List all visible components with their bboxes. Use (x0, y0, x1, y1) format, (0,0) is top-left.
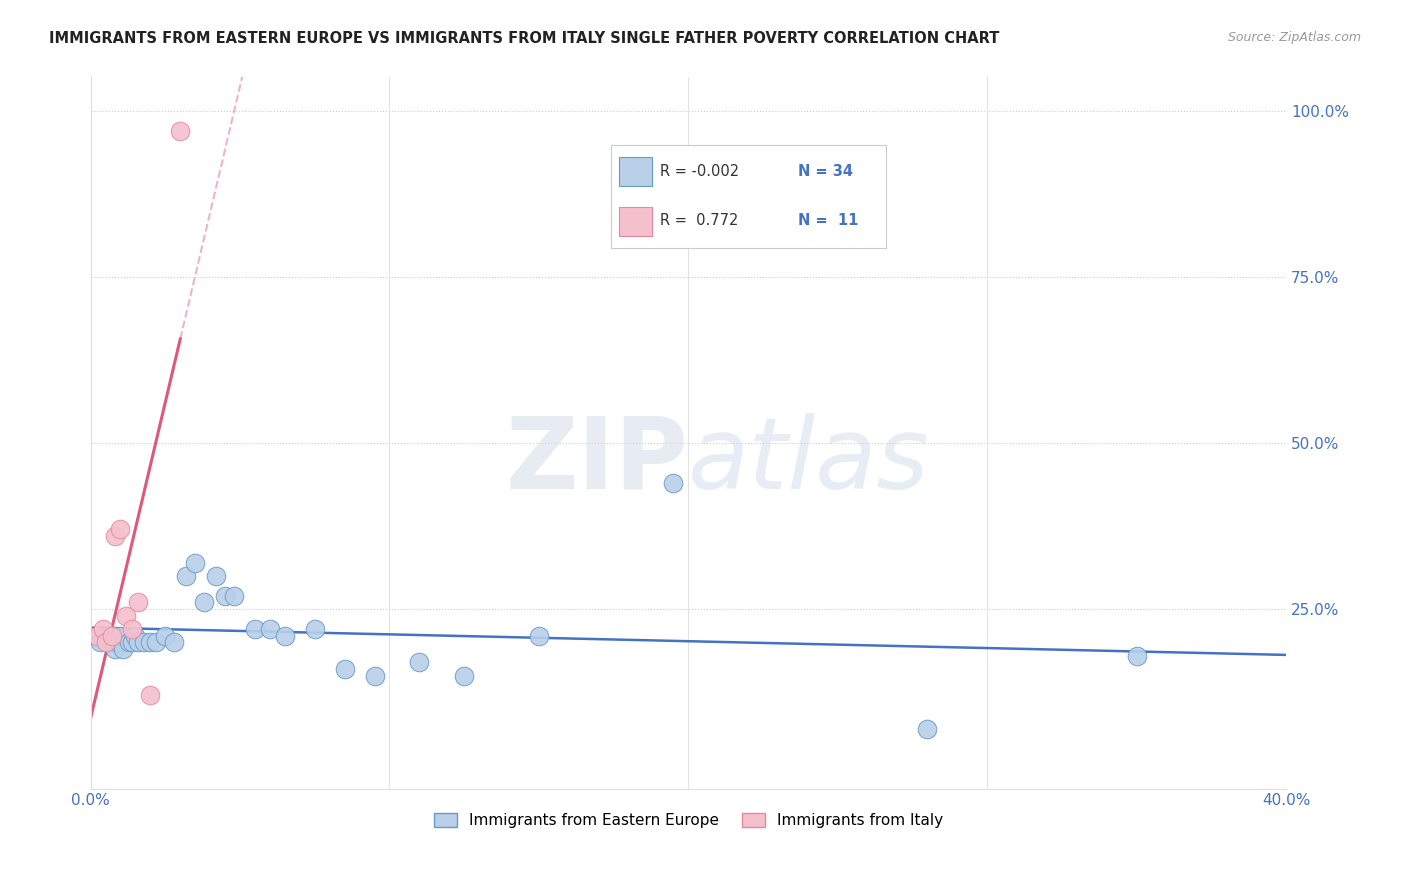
Legend: Immigrants from Eastern Europe, Immigrants from Italy: Immigrants from Eastern Europe, Immigran… (427, 806, 949, 834)
Point (408, 655, 430, 669)
Point (193, 595, 215, 609)
Point (121, 622, 143, 636)
Point (662, 475, 685, 490)
Point (145, 635, 167, 649)
Point (103, 529, 125, 543)
Point (124, 629, 146, 643)
Point (127, 635, 149, 649)
Point (222, 589, 245, 603)
Point (169, 123, 191, 137)
Point (103, 642, 125, 657)
Point (91, 622, 114, 636)
Point (174, 569, 197, 583)
Point (243, 622, 266, 636)
Point (94, 629, 117, 643)
Point (100, 635, 122, 649)
Point (86, 629, 108, 643)
Point (304, 622, 326, 636)
Point (363, 668, 385, 682)
Point (94, 635, 117, 649)
Point (139, 689, 162, 703)
Text: IMMIGRANTS FROM EASTERN EUROPE VS IMMIGRANTS FROM ITALY SINGLE FATHER POVERTY CO: IMMIGRANTS FROM EASTERN EUROPE VS IMMIGR… (49, 31, 1000, 46)
Point (110, 522, 132, 536)
Point (89, 635, 111, 649)
Point (134, 635, 156, 649)
Point (205, 569, 228, 583)
Point (184, 556, 207, 570)
Point (527, 629, 550, 643)
Point (100, 629, 122, 643)
Point (139, 635, 162, 649)
Point (453, 668, 475, 682)
Point (1125, 648, 1147, 663)
Point (118, 635, 141, 649)
Text: Source: ZipAtlas.com: Source: ZipAtlas.com (1227, 31, 1361, 45)
Point (115, 608, 138, 623)
Point (333, 662, 356, 676)
Text: ZIP: ZIP (505, 413, 689, 510)
Point (112, 642, 135, 657)
Point (274, 629, 297, 643)
Point (917, 722, 939, 736)
Point (107, 635, 129, 649)
Point (163, 635, 186, 649)
Point (259, 622, 281, 636)
Text: atlas: atlas (689, 413, 929, 510)
Point (127, 595, 149, 609)
Point (155, 629, 177, 643)
Point (110, 629, 132, 643)
Point (214, 589, 236, 603)
Point (121, 635, 143, 649)
